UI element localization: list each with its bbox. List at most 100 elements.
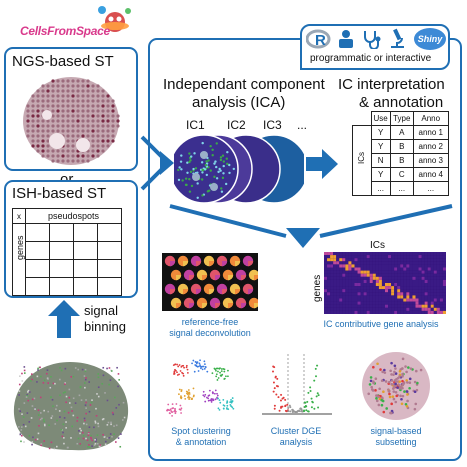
brain-pixel xyxy=(58,410,61,412)
anno-cell: C xyxy=(389,167,414,182)
volcano-point xyxy=(299,407,302,410)
heatmap-cell xyxy=(385,295,389,299)
heatmap-cell xyxy=(333,255,337,259)
heatmap-cell xyxy=(397,267,401,271)
heatmap-cell xyxy=(342,279,346,283)
tissue-spot xyxy=(71,124,75,128)
brain-pixel xyxy=(83,422,85,425)
ic-spot xyxy=(211,148,214,152)
heatmap-cell xyxy=(433,301,437,305)
umap-point xyxy=(179,404,182,407)
tissue-spot xyxy=(31,114,35,118)
brain-pixel xyxy=(114,396,116,399)
subset-caption-line2: subsetting xyxy=(375,437,417,447)
volcano-point xyxy=(313,379,316,382)
heatmap-cell xyxy=(424,252,428,256)
heatmap-cell xyxy=(324,258,328,262)
umap-point xyxy=(168,409,171,412)
tissue-spot xyxy=(51,124,55,128)
heatmap-cell xyxy=(345,255,349,259)
heatmap-cell xyxy=(436,255,440,259)
heatmap-cell xyxy=(418,267,422,271)
ic-label: IC1 xyxy=(186,118,205,132)
brain-pixel xyxy=(43,409,45,412)
umap-point xyxy=(180,397,183,400)
tissue-spot xyxy=(101,104,105,108)
ic-spot xyxy=(217,170,220,174)
brain-pixel xyxy=(121,419,124,421)
umap-point xyxy=(176,363,179,366)
brain-pixel xyxy=(49,386,52,389)
brain-pixel xyxy=(104,443,107,446)
heatmap-cell xyxy=(327,295,331,299)
deconv-caption-line1: reference-free xyxy=(181,317,239,327)
heatmap-cell xyxy=(369,304,373,308)
brain-pixel xyxy=(88,444,90,446)
brain-pixel xyxy=(39,366,41,369)
ic-spot xyxy=(178,166,181,169)
heatmap-cell xyxy=(345,283,349,287)
heatmap-cell xyxy=(378,286,382,290)
brain-pixel xyxy=(93,426,95,429)
heatmap-cell xyxy=(412,261,416,265)
heatmap-cell xyxy=(375,307,379,311)
heatmap-cell xyxy=(388,283,392,287)
heatmap-cell xyxy=(375,258,379,262)
heatmap-cell xyxy=(394,273,398,277)
brain-pixel xyxy=(82,434,85,437)
brain-pixel xyxy=(85,437,87,440)
heatmap-cell xyxy=(427,261,431,265)
subset-spot xyxy=(387,390,391,393)
umap-point xyxy=(231,406,234,409)
heatmap-cell xyxy=(433,264,437,268)
heatmap-cell xyxy=(366,286,370,290)
heatmap-cell xyxy=(439,298,443,302)
umap-point xyxy=(215,373,218,376)
umap-point xyxy=(222,398,225,401)
heatmap-cell xyxy=(345,286,349,290)
heatmap-cell xyxy=(427,301,431,305)
heatmap-cell xyxy=(327,310,331,314)
anno-cell: A xyxy=(389,125,414,140)
heatmap-cell xyxy=(412,273,416,277)
ic-spot xyxy=(186,161,189,164)
heatmap-cell xyxy=(372,255,376,259)
tissue-spot xyxy=(101,94,105,98)
heatmap-cell xyxy=(433,261,437,265)
subset-spot xyxy=(394,367,397,370)
heatmap-cell xyxy=(412,252,416,256)
tissue-spot xyxy=(71,104,75,108)
heatmap-cell xyxy=(327,307,331,311)
tissue-spot xyxy=(96,119,100,123)
brain-pixel xyxy=(42,382,45,384)
brain-pixel xyxy=(83,382,86,384)
heatmap-cell xyxy=(378,264,382,268)
brain-pixel xyxy=(55,408,57,410)
brain-pixel xyxy=(106,399,109,402)
brain-pixel xyxy=(77,368,80,371)
deconv-slice xyxy=(189,303,195,309)
heatmap-cell xyxy=(430,286,434,290)
subset-spot xyxy=(383,368,386,372)
ic-spot xyxy=(215,165,218,169)
logo-graphic xyxy=(98,6,131,32)
tissue-spot xyxy=(71,79,75,83)
brain-pixel xyxy=(37,414,40,416)
heatmap-cell xyxy=(418,273,422,277)
umap-point xyxy=(177,365,180,368)
heatmap-cell xyxy=(388,252,392,256)
heatmap-cell xyxy=(366,273,370,277)
subset-spot xyxy=(392,373,395,376)
umap-point xyxy=(170,409,172,412)
brain-pixel xyxy=(109,379,112,381)
heatmap-cell xyxy=(330,252,334,256)
heatmap-cell xyxy=(424,273,428,277)
heatmap-cell xyxy=(339,295,343,299)
subset-spot xyxy=(377,403,381,407)
heatmap-cell xyxy=(442,298,446,302)
tissue-spot xyxy=(86,119,90,123)
shiny-label: Shiny xyxy=(417,34,443,44)
tissue-spot xyxy=(41,134,45,138)
heatmap-cell xyxy=(406,276,410,280)
subset-spot xyxy=(390,379,394,382)
